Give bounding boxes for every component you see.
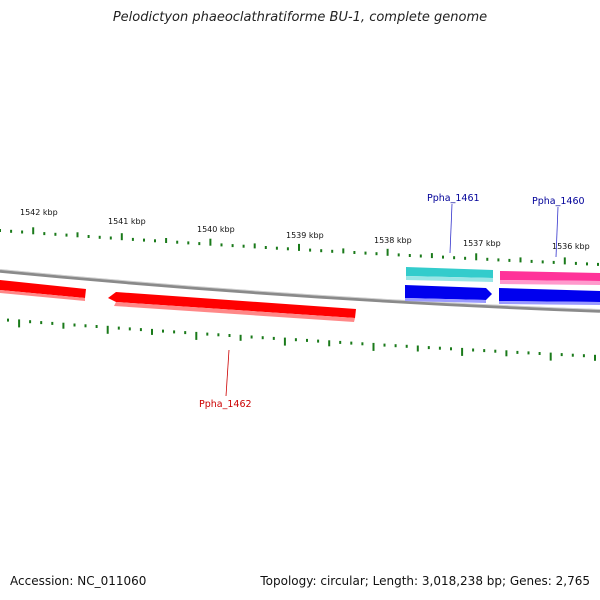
kbp-label-1540: 1540 kbp [197, 225, 235, 234]
outer-ticks [0, 227, 599, 266]
kbp-label-1537: 1537 kbp [463, 239, 501, 248]
kbp-label-1538: 1538 kbp [374, 236, 412, 245]
leader-ppha-1461 [449, 203, 453, 254]
cds-blue-2[interactable] [499, 288, 600, 305]
leader-ppha-1462 [225, 349, 230, 397]
gene-label-ppha-1461[interactable]: Ppha_1461 [427, 193, 480, 204]
kbp-label-1541: 1541 kbp [108, 217, 146, 226]
gene-ppha-1460[interactable] [500, 271, 600, 285]
map-title: Pelodictyon phaeoclathratiforme BU-1, co… [112, 10, 488, 25]
genome-backbone-highlight [0, 269, 600, 310]
cds-blue-1[interactable] [405, 285, 492, 303]
kbp-label-1542: 1542 kbp [20, 208, 58, 217]
kbp-labels: 1542 kbp 1541 kbp 1540 kbp 1539 kbp 1538… [20, 208, 590, 251]
inner-ticks [7, 318, 596, 361]
kbp-label-1536: 1536 kbp [552, 242, 590, 251]
topology-text: Topology: circular; Length: 3,018,238 bp… [260, 574, 590, 588]
gene-label-ppha-1462[interactable]: Ppha_1462 [199, 399, 252, 410]
genome-backbone [0, 269, 600, 313]
gene-label-ppha-1460[interactable]: Ppha_1460 [532, 196, 585, 207]
accession-text: Accession: NC_011060 [10, 574, 147, 588]
leader-ppha-1460 [555, 206, 559, 258]
gene-ppha-1462[interactable] [108, 292, 356, 322]
gene-ppha-1461[interactable] [406, 267, 493, 282]
kbp-label-1539: 1539 kbp [286, 231, 324, 240]
gene-red-left[interactable] [0, 280, 86, 301]
